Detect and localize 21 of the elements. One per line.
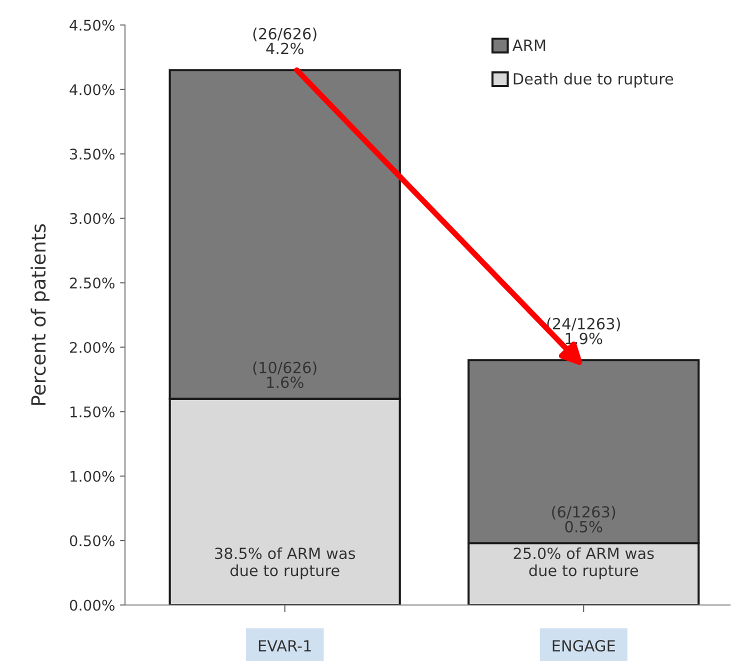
data-label: (6/1263) 0.5% <box>552 506 616 532</box>
y-tick-label: 2.50% <box>70 277 114 289</box>
y-tick-label: 3.00% <box>70 213 114 224</box>
legend-label: ARM <box>512 40 546 51</box>
total-label: (24/1263) 1.9% <box>547 318 620 344</box>
y-tick-label: 4.00% <box>70 84 114 96</box>
annotation: 38.5% of ARM was due to rupture <box>215 547 356 580</box>
y-tick-label: 4.50% <box>70 20 114 31</box>
data-label: (10/626) 1.6% <box>253 361 316 388</box>
annotation: 25.0% of ARM was due to rupture <box>514 547 654 580</box>
x-tick-label: ENGAGE <box>552 640 615 652</box>
x-tick-label: EVAR-1 <box>258 640 311 652</box>
y-tick-label: 0.00% <box>70 600 114 611</box>
total-label: (26/626) 4.2% <box>253 28 316 54</box>
y-tick-label: 0.50% <box>70 535 114 546</box>
legend-label: Death due to rupture <box>514 72 674 88</box>
y-axis-title: Percent of patients <box>30 224 50 405</box>
y-tick-label: 1.50% <box>70 406 114 418</box>
y-tick-label: 2.00% <box>70 342 114 353</box>
y-tick-label: 3.50% <box>70 148 114 160</box>
y-tick-label: 1.00% <box>70 470 114 482</box>
